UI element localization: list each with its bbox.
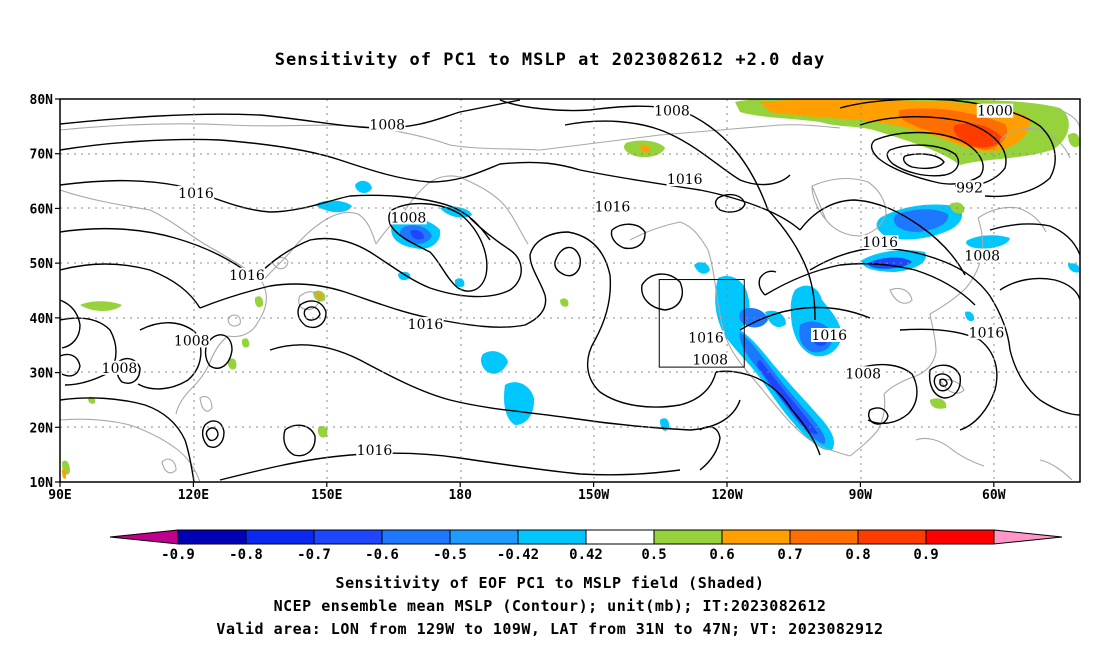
contour-label: 1008 (654, 104, 690, 120)
contour-label: 1008 (964, 249, 1000, 265)
colorbar-label: 0.42 (569, 547, 603, 563)
lat-tick-label: 70N (30, 148, 54, 163)
contour-label-bg (666, 172, 703, 187)
lon-tick-label: 120W (711, 488, 742, 503)
lon-tick-label: 150W (578, 488, 609, 503)
colorbar-bin (177, 529, 247, 545)
colorbar-label: -0.42 (497, 547, 539, 563)
contour-label: 1016 (178, 186, 214, 202)
colorbar-bin (245, 529, 315, 545)
contour-label: 1016 (595, 199, 631, 215)
longitude-axis: 90E 120E 150E 180 150W 120W 90W 60W (48, 482, 1006, 503)
contour-label: 1016 (688, 331, 724, 347)
footer-line-3: Valid area: LON from 129W to 109W, LAT f… (216, 620, 884, 638)
colorbar: -0.9 -0.8 -0.7 -0.6 -0.5 -0.42 0.42 0.5 0.6 0.7 0.… (109, 529, 1063, 563)
lat-tick-label: 60N (30, 202, 54, 217)
map-frame (59, 98, 1081, 483)
contour-label: 1016 (357, 443, 393, 459)
contour-label: 1008 (845, 366, 881, 382)
lat-tick-label: 10N (30, 476, 54, 491)
colorbar-bin (721, 529, 791, 545)
contour-label: 1008 (369, 117, 405, 133)
colorbar-label: 0.6 (709, 547, 734, 563)
lat-tick-label: 40N (30, 312, 54, 327)
colorbar-label: -0.6 (365, 547, 399, 563)
lat-tick-label: 30N (30, 367, 54, 382)
contour-label: 1016 (408, 317, 444, 333)
lat-tick-label: 20N (30, 421, 54, 436)
contour-label: 1016 (229, 268, 265, 284)
contour-label: 1008 (174, 333, 210, 349)
colorbar-high-extend (993, 529, 1063, 545)
contour-label-bg (687, 330, 725, 345)
contour-label: 1008 (391, 210, 427, 226)
positive-region-greenland-core (953, 123, 1002, 148)
contour-label: 1000 (977, 104, 1013, 120)
graticule (60, 99, 1080, 482)
contour-labels: 1008 1008 1000 992 1016 1016 1016 1008 1016 1008 1… (101, 103, 1014, 459)
colorbar-bin (925, 529, 995, 545)
contour-label-bg (177, 185, 215, 200)
colorbar-label: 0.9 (913, 547, 938, 563)
colorbar-bin (517, 529, 587, 545)
contour-label-bg (955, 180, 984, 195)
contour-label-bg (356, 442, 393, 457)
contour-label-bg (976, 103, 1014, 118)
contour-label-bg (594, 199, 631, 214)
colorbar-label: -0.8 (229, 547, 263, 563)
contour-label-bg (390, 210, 427, 225)
colorbar-bin (653, 529, 723, 545)
colorbar-bin (857, 529, 927, 545)
colorbar-label: -0.9 (161, 547, 195, 563)
contour-label: 1016 (862, 235, 898, 251)
colorbar-label: -0.5 (433, 547, 467, 563)
colorbar-label: 0.7 (777, 547, 802, 563)
colorbar-bin (313, 529, 383, 545)
contour-label: 1016 (811, 328, 847, 344)
contour-label: 1016 (667, 172, 703, 188)
contour-label: 1016 (969, 325, 1005, 341)
contour-label-bg (692, 352, 729, 367)
contour-label-bg (862, 234, 899, 249)
colorbar-label: 0.8 (845, 547, 870, 563)
lon-tick-label: 120E (178, 488, 209, 503)
contour-label-bg (228, 267, 266, 282)
map-background (60, 99, 1080, 482)
contour-label: 1008 (692, 353, 728, 369)
footer-line-2: NCEP ensemble mean MSLP (Contour); unit(… (273, 597, 827, 615)
lat-tick-label: 50N (30, 257, 54, 272)
contour-label-bg (653, 103, 691, 118)
contour-label: 1008 (102, 361, 138, 377)
contour-label-bg (369, 117, 406, 132)
contour-label-bg (964, 248, 1001, 263)
colorbar-label: -0.7 (297, 547, 331, 563)
lon-tick-label: 90E (48, 488, 71, 503)
latitude-axis: 80N 70N 60N 50N 40N 30N 20N 10N (30, 93, 60, 491)
colorbar-low-extend (109, 529, 179, 545)
contour-label: 992 (956, 180, 983, 196)
contour-label-bg (968, 325, 1005, 340)
colorbar-bin (381, 529, 451, 545)
contour-label-bg (811, 328, 848, 343)
valid-area-box (658, 279, 745, 368)
map-title: Sensitivity of PC1 to MSLP at 2023082612… (274, 50, 826, 70)
lon-tick-label: 180 (448, 488, 472, 503)
contour-label-bg (101, 360, 138, 375)
lon-tick-label: 150E (311, 488, 342, 503)
colorbar-bin (449, 529, 519, 545)
colorbar-label: 0.5 (641, 547, 666, 563)
colorbar-bin (789, 529, 859, 545)
contour-label-bg (407, 317, 444, 332)
colorbar-bin (585, 529, 655, 545)
lat-tick-label: 80N (30, 93, 54, 108)
contour-label-bg (845, 366, 882, 381)
lon-tick-label: 60W (982, 488, 1006, 503)
footer-line-1: Sensitivity of EOF PC1 to MSLP field (Sh… (335, 574, 765, 592)
lon-tick-label: 90W (849, 488, 873, 503)
contour-label-bg (173, 333, 210, 348)
